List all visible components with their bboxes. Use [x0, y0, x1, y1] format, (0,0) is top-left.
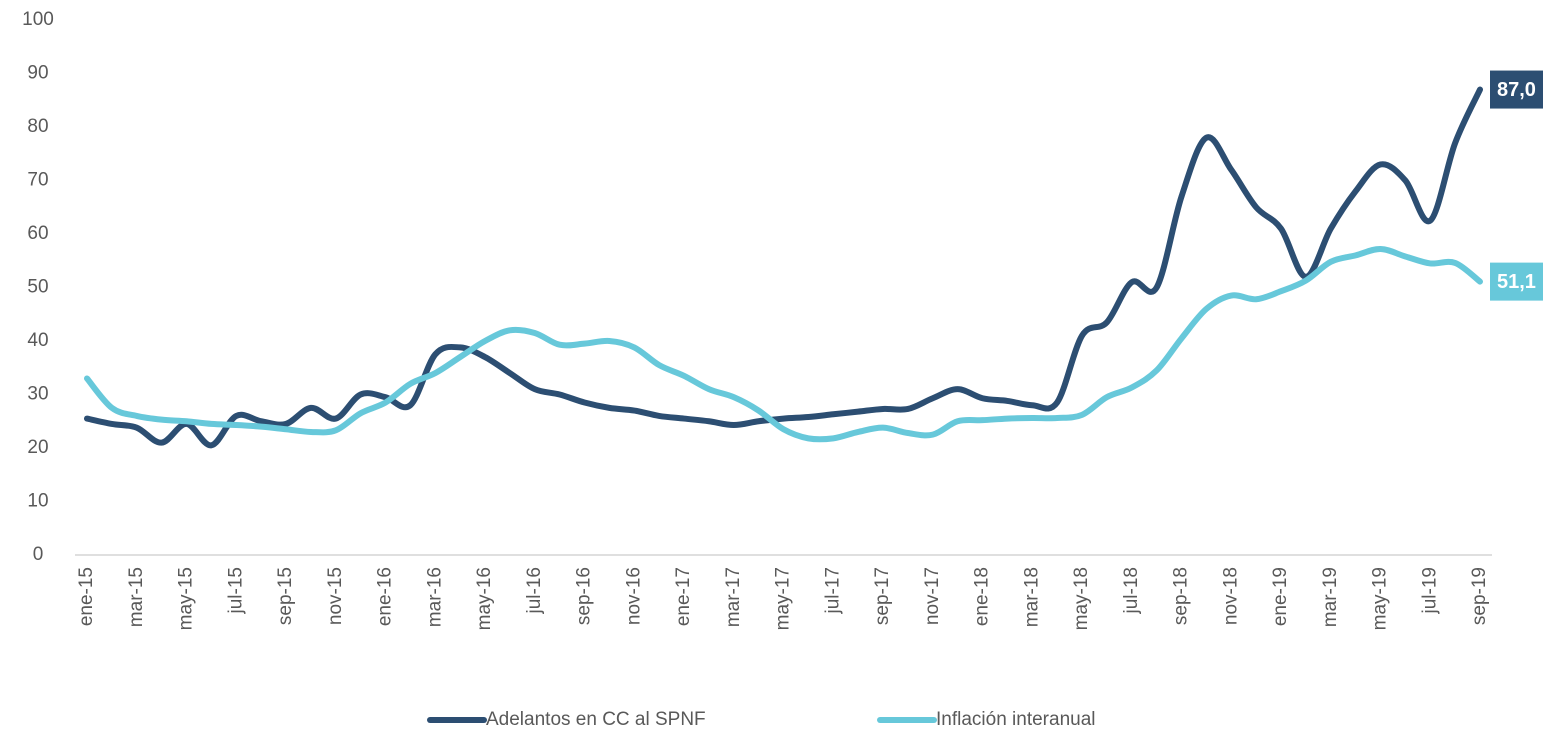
x-tick-label: ene-17: [673, 567, 694, 626]
x-tick-label: nov-18: [1220, 567, 1241, 625]
y-tick-label: 30: [27, 384, 48, 405]
x-tick-label: sep-19: [1469, 567, 1490, 625]
x-tick-label: mar-17: [723, 567, 744, 627]
x-tick-label: may-19: [1370, 567, 1391, 630]
x-tick-label: jul-19: [1419, 567, 1440, 614]
legend-label: Adelantos en CC al SPNF: [486, 709, 706, 730]
value-label: 51,1: [1497, 271, 1536, 293]
x-tick-label: nov-16: [623, 567, 644, 625]
y-tick-label: 60: [27, 223, 48, 244]
y-tick-label: 20: [27, 437, 48, 458]
x-tick-label: ene-18: [972, 567, 993, 626]
x-tick-label: sep-15: [275, 567, 296, 625]
x-tick-label: may-16: [474, 567, 495, 630]
x-tick-label: jul-15: [225, 567, 246, 614]
x-tick-label: nov-15: [325, 567, 346, 625]
x-tick-label: mar-18: [1021, 567, 1042, 627]
y-tick-label: 100: [22, 9, 54, 30]
x-tick-label: mar-16: [424, 567, 445, 627]
y-tick-label: 70: [27, 170, 48, 191]
x-tick-label: jul-16: [524, 567, 545, 614]
x-tick-label: may-15: [176, 567, 197, 630]
y-tick-label: 0: [33, 544, 44, 565]
value-label-box: [1490, 262, 1543, 301]
x-tick-label: jul-17: [822, 567, 843, 614]
x-tick-label: may-17: [773, 567, 794, 630]
x-tick-label: sep-17: [872, 567, 893, 625]
x-tick-label: ene-15: [76, 567, 97, 626]
x-tick-label: jul-18: [1121, 567, 1142, 614]
value-label-box: [1490, 70, 1543, 109]
y-tick-label: 80: [27, 116, 48, 137]
x-tick-label: ene-19: [1270, 567, 1291, 626]
legend-label: Inflación interanual: [936, 709, 1096, 730]
x-tick-label: nov-17: [922, 567, 943, 625]
series-line: [84, 86, 1483, 449]
x-tick-label: sep-18: [1171, 567, 1192, 625]
y-tick-label: 50: [27, 277, 48, 298]
y-tick-label: 90: [27, 63, 48, 84]
series-line: [84, 245, 1483, 443]
y-tick-label: 10: [27, 491, 48, 512]
x-tick-label: ene-16: [375, 567, 396, 626]
x-tick-label: mar-19: [1320, 567, 1341, 627]
x-tick-label: sep-16: [574, 567, 595, 625]
y-tick-label: 40: [27, 330, 48, 351]
x-tick-label: mar-15: [126, 567, 147, 627]
x-tick-label: may-18: [1071, 567, 1092, 630]
value-label: 87,0: [1497, 79, 1536, 101]
